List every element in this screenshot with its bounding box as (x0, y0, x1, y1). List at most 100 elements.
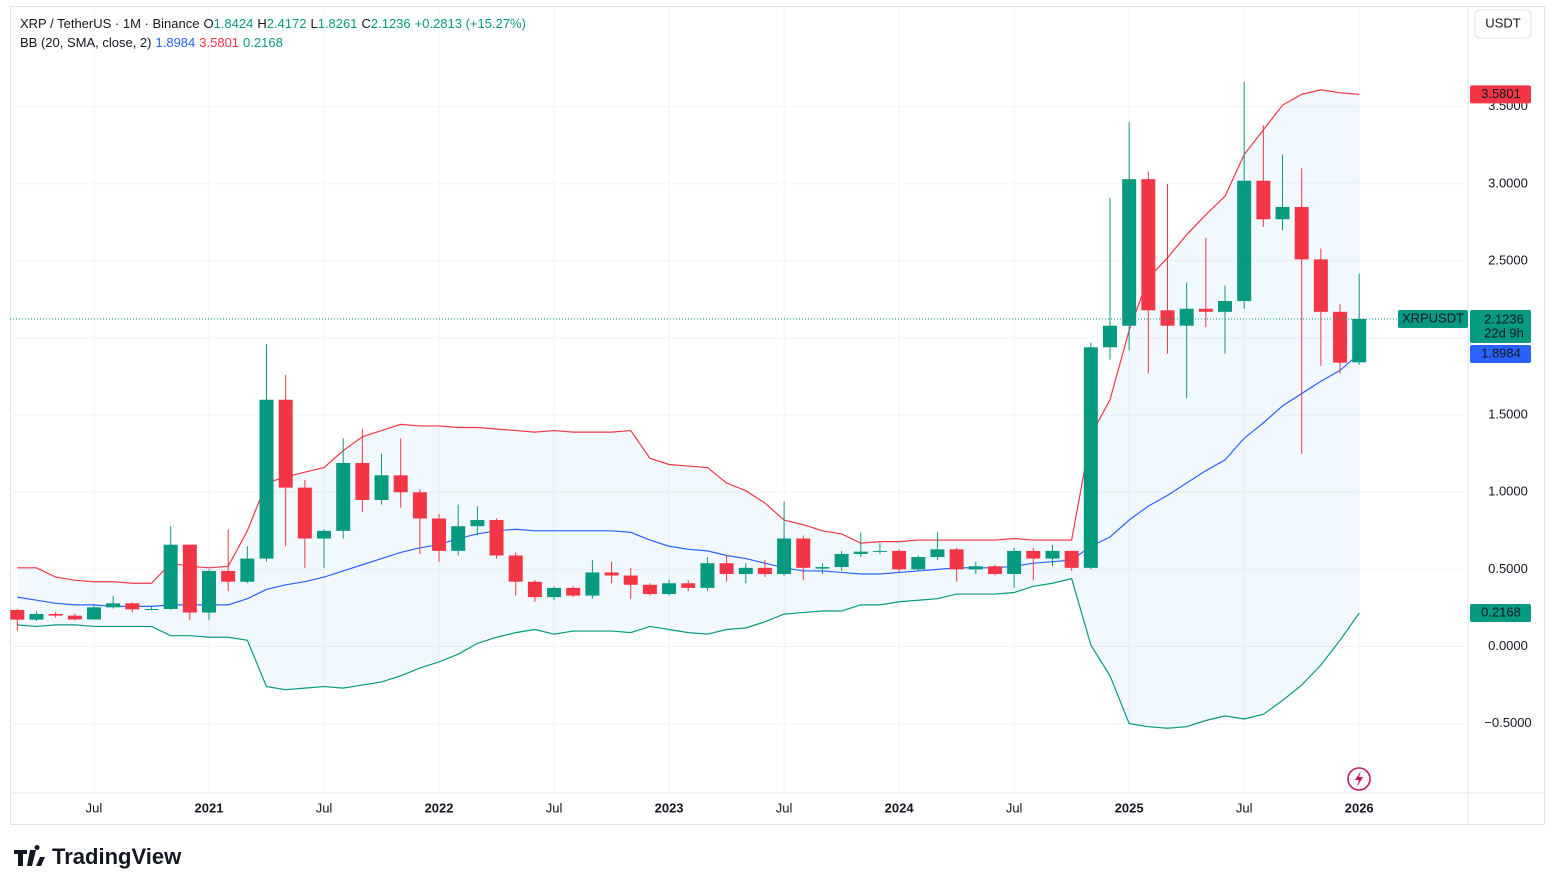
candle-body (86, 607, 101, 620)
candle-body (29, 613, 44, 620)
event-bolt (1355, 771, 1363, 787)
candle-body (182, 544, 197, 613)
candle-body (163, 544, 178, 610)
candle-body (949, 549, 964, 570)
candle-body (48, 613, 63, 616)
currency-label[interactable]: USDT (1485, 15, 1520, 30)
candle-body (834, 553, 849, 568)
candle-body (297, 487, 312, 539)
price-badge (1470, 604, 1531, 623)
candle-body (777, 538, 792, 575)
candle-body (892, 550, 907, 570)
candle-body (662, 583, 677, 595)
candle-body (987, 566, 1002, 575)
currency-button[interactable] (1474, 9, 1532, 39)
brand-name: TradingView (52, 844, 182, 869)
band-fill (17, 89, 1360, 729)
candle-body (221, 570, 236, 582)
candle-body (259, 399, 274, 559)
change: +0.2813 (+15.27%) (414, 16, 526, 31)
x-tick-label: 2023 (655, 800, 684, 815)
x-tick-label: Jul (546, 800, 563, 815)
candle-body (719, 563, 734, 575)
candle-body (144, 609, 159, 611)
candle-body (489, 520, 504, 556)
candle-body (106, 603, 121, 608)
ohlc-value: 2.4172 (266, 16, 307, 31)
y-tick-label: 1.0000 (1488, 484, 1528, 499)
last-price-label: 2.1236 (1484, 311, 1524, 326)
y-tick-label: 0.0000 (1488, 638, 1528, 653)
x-tick-label: Jul (1236, 800, 1253, 815)
candles (10, 82, 1367, 631)
ohlc-letter: O (203, 16, 214, 31)
ticker-label: XRPUSDT (1402, 310, 1464, 325)
candle-body (1026, 550, 1041, 559)
last-price-badge (1470, 309, 1531, 343)
indicator-label: BB (20, SMA, close, 2) (20, 35, 152, 50)
candle-body (1102, 325, 1117, 348)
candle-body (432, 518, 447, 551)
candle-body (642, 584, 657, 595)
price-badge-label: 3.5801 (1481, 86, 1521, 101)
candle-body (1198, 308, 1213, 312)
x-tick-label: 2021 (195, 800, 224, 815)
candle-body (1218, 301, 1233, 312)
candle-body (10, 609, 25, 620)
ohlc-letter: C (361, 16, 371, 31)
candle-body (968, 566, 983, 570)
candle-body (393, 475, 408, 493)
price-badge-label: 0.2168 (1481, 604, 1521, 619)
symbol-row: XRP / TetherUS · 1M · Binance O1.8424 H2.4… (20, 14, 530, 33)
ticker-badge (1398, 309, 1468, 328)
candle-body (1160, 310, 1175, 326)
x-tick-label: 2026 (1345, 800, 1374, 815)
candle-body (202, 570, 216, 613)
candle-body (1141, 179, 1156, 311)
price-badge (1470, 85, 1531, 104)
y-tick-label: 2.5000 (1488, 252, 1528, 267)
candle-body (623, 575, 638, 585)
candle-body (470, 520, 485, 527)
event-icon[interactable] (1347, 767, 1371, 791)
y-tick-label: 1.5000 (1488, 407, 1528, 422)
candle-body (853, 551, 868, 554)
bb-value: 3.5801 (199, 35, 240, 50)
price-badge-label: 1.8984 (1481, 345, 1521, 360)
candle-body (815, 567, 830, 569)
y-tick-label: −0.5000 (1484, 715, 1531, 730)
bb-line (17, 353, 1360, 607)
candle-body (67, 615, 82, 620)
y-tick-label: 0.5000 (1488, 561, 1528, 576)
bollinger-band (17, 89, 1360, 729)
candle-body (681, 583, 696, 588)
candle-body (930, 549, 945, 558)
candle-body (872, 550, 887, 552)
bb-value: 0.2168 (243, 35, 283, 50)
candle-body (1045, 550, 1060, 559)
candle-body (1352, 318, 1367, 363)
x-tick-label: Jul (316, 800, 333, 815)
candle-body (1237, 180, 1252, 302)
candle-body (317, 530, 332, 539)
candle-body (374, 475, 389, 500)
x-tick-label: 2025 (1115, 800, 1144, 815)
candle-body (336, 462, 351, 531)
candle-body (1083, 347, 1098, 568)
candle-body (412, 492, 427, 519)
ohlc-value: 2.1236 (370, 16, 411, 31)
candle-body (757, 567, 772, 575)
candle-body (1122, 179, 1137, 326)
x-tick-label: Jul (1006, 800, 1023, 815)
x-tick-label: Jul (86, 800, 103, 815)
price-badge (1470, 344, 1531, 363)
candle-body (355, 462, 370, 500)
candle-body (451, 526, 466, 551)
indicator-row: BB (20, SMA, close, 2) 1.8984 3.5801 0.2168 (20, 33, 530, 52)
candle-body (1313, 259, 1328, 312)
x-tick-label: 2024 (885, 800, 915, 815)
candle-body (700, 563, 715, 588)
bb-line (17, 577, 1360, 729)
candle-body (125, 603, 140, 610)
